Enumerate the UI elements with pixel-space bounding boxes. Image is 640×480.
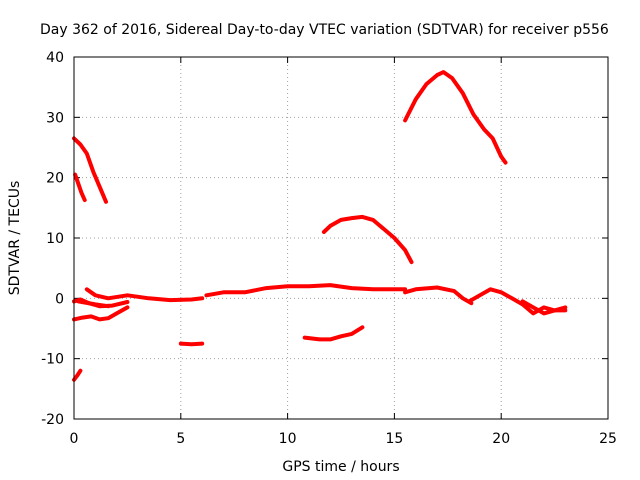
x-axis-label: GPS time / hours <box>282 459 399 475</box>
data-series <box>72 70 568 382</box>
series-arc-14 <box>321 214 414 265</box>
series-arc-15 <box>403 70 508 165</box>
series-arc-9 <box>204 283 408 298</box>
tick-labels: 0 5 10 15 20 25 -20 -10 0 10 20 30 40 <box>41 50 617 447</box>
series-arc-11 <box>467 287 568 316</box>
series-arc-13 <box>302 325 365 342</box>
series-arc-2 <box>73 172 87 202</box>
x-tick-label: 15 <box>385 431 403 447</box>
series-arc-1 <box>72 136 108 204</box>
x-tick-label: 10 <box>279 431 297 447</box>
y-tick-label: 20 <box>46 171 64 187</box>
y-tick-label: -10 <box>41 352 64 368</box>
series-arc-3 <box>72 368 83 382</box>
y-tick-label: 30 <box>46 110 64 126</box>
x-tick-label: 25 <box>599 431 617 447</box>
y-tick-label: -20 <box>41 412 64 428</box>
series-arc-6 <box>84 287 205 303</box>
y-tick-label: 10 <box>46 231 64 247</box>
y-tick-label: 0 <box>55 291 64 307</box>
y-tick-label: 40 <box>46 50 64 66</box>
grid-lines <box>74 57 608 419</box>
x-tick-label: 0 <box>70 431 79 447</box>
plot-frame <box>73 56 609 420</box>
series-arc-7 <box>76 299 111 309</box>
series-arc-4 <box>72 305 130 322</box>
series-arc-12 <box>520 299 568 316</box>
x-tick-label: 5 <box>176 431 185 447</box>
chart-title: Day 362 of 2016, Sidereal Day-to-day VTE… <box>40 22 609 38</box>
series-arc-10 <box>403 285 474 306</box>
x-tick-label: 20 <box>492 431 510 447</box>
series-arc-8 <box>178 341 205 347</box>
y-axis-label: SDTVAR / TECUs <box>7 181 23 296</box>
